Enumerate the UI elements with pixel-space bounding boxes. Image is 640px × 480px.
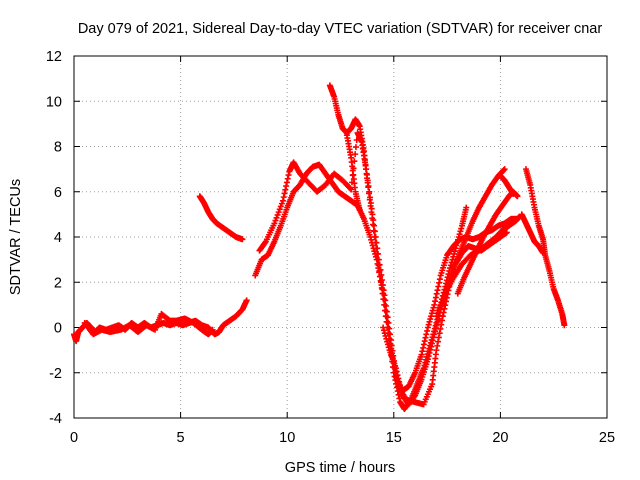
data-point (366, 190, 373, 197)
data-point (352, 144, 359, 151)
data-point (272, 217, 279, 224)
x-tick-label: 5 (177, 430, 185, 446)
x-axis-label: GPS time / hours (285, 460, 395, 476)
data-point (379, 290, 386, 297)
data-point (276, 206, 283, 213)
data-point (273, 214, 280, 221)
data-point (372, 239, 379, 246)
data-point (383, 318, 390, 325)
data-point (369, 215, 376, 222)
chart-title: Day 079 of 2021, Sidereal Day-to-day VTE… (78, 21, 603, 37)
data-point (377, 273, 384, 280)
series-arc6 (326, 82, 470, 412)
data-point (366, 196, 373, 203)
data-point (440, 293, 447, 300)
data-point (375, 262, 382, 269)
data-point (278, 200, 285, 207)
data-point (382, 307, 389, 314)
data-point (371, 234, 378, 240)
series-arc9 (454, 188, 521, 297)
data-point (347, 185, 354, 192)
series-arc3 (196, 193, 246, 243)
data-point (438, 299, 445, 306)
series-arc2 (81, 310, 216, 338)
axis-ticks: 0 5 10 15 20 25 -4 -2 0 2 4 6 8 10 12 (46, 49, 615, 446)
data-point (437, 301, 444, 308)
data-point (370, 221, 377, 228)
data-point (377, 266, 384, 273)
data-point (370, 227, 377, 234)
data-point (380, 296, 387, 303)
x-tick-label: 25 (599, 430, 615, 446)
y-tick-label: -4 (49, 411, 62, 427)
data-point (271, 220, 278, 227)
x-tick-label: 15 (386, 430, 402, 446)
data-point (352, 151, 359, 158)
data-point (435, 307, 442, 314)
data-point (436, 304, 443, 311)
data-point (277, 203, 284, 210)
y-tick-label: 6 (54, 185, 62, 201)
data-point (382, 313, 389, 320)
y-tick-label: 8 (54, 140, 62, 156)
data-point (381, 301, 388, 308)
data-point (428, 310, 435, 317)
data-point (209, 326, 216, 333)
data-point (439, 296, 446, 303)
data-point (501, 166, 508, 173)
data-point (356, 206, 363, 213)
y-tick-label: 4 (54, 230, 62, 246)
data-point (368, 209, 375, 216)
data-point (378, 284, 385, 291)
x-tick-label: 10 (279, 430, 295, 446)
data-point (434, 310, 441, 317)
data-point (365, 184, 372, 191)
x-tick-label: 20 (492, 430, 508, 446)
data-point (274, 211, 281, 218)
series-arc7 (380, 166, 508, 408)
data-point (373, 245, 380, 252)
data-point (561, 322, 568, 329)
y-tick-label: 12 (46, 49, 62, 65)
x-tick-label: 0 (70, 430, 78, 446)
series-arc11 (522, 166, 568, 329)
data-point (376, 267, 383, 274)
data-point (514, 193, 521, 200)
y-axis-label: SDTVAR / TECUs (8, 179, 24, 295)
data-point (463, 204, 470, 211)
data-point (374, 256, 381, 263)
data-point (433, 313, 440, 320)
data-point (348, 186, 355, 193)
y-tick-label: -2 (49, 366, 62, 382)
data-point (378, 279, 385, 286)
y-tick-label: 0 (54, 321, 62, 337)
y-tick-label: 2 (54, 275, 62, 291)
data-point (503, 229, 510, 236)
data-point (243, 297, 250, 304)
data-point (540, 249, 547, 256)
data-point (428, 340, 435, 347)
data-point (371, 222, 378, 229)
y-tick-label: 10 (46, 94, 62, 110)
data-point (367, 202, 374, 209)
data-point (275, 209, 282, 216)
data-point (510, 191, 517, 198)
series-arc12 (518, 211, 547, 256)
data-point (239, 236, 246, 243)
series-arc10 (497, 172, 517, 198)
data-points (71, 82, 568, 412)
data-point (374, 250, 381, 257)
series-arc13 (343, 132, 363, 213)
